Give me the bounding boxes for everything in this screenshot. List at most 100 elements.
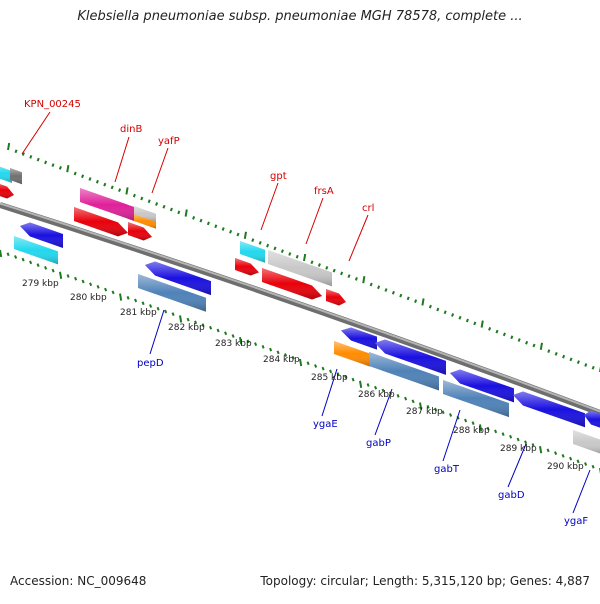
minor-tick — [6, 252, 10, 257]
gene-blue-pepd-shade — [145, 261, 211, 296]
gene-label-pepd[interactable]: pepD — [137, 358, 164, 369]
minor-tick — [81, 279, 85, 284]
gene-blue-gabd-shade — [513, 391, 585, 428]
minor-tick — [329, 369, 333, 374]
minor-tick — [473, 321, 477, 326]
minor-tick — [486, 426, 490, 431]
gene-red-crl-shade — [326, 289, 346, 306]
minor-tick — [273, 246, 277, 251]
minor-tick — [81, 174, 85, 179]
minor-tick — [517, 338, 521, 342]
major-tick — [119, 293, 123, 301]
minor-tick — [276, 350, 280, 355]
ruler-label: 282 kbp — [168, 323, 205, 333]
minor-tick — [21, 257, 25, 262]
gene-label-gabd[interactable]: gabD — [498, 490, 525, 501]
gene-blue-left[interactable] — [20, 222, 63, 249]
gene-label-kpn-00245[interactable]: KPN_00245 — [24, 99, 81, 110]
minor-tick — [554, 451, 558, 456]
gene-steel-gabt-shade — [443, 380, 509, 418]
gene-red-crl[interactable] — [326, 289, 346, 306]
minor-tick — [36, 263, 40, 267]
gene-gray-frsa[interactable] — [268, 250, 332, 287]
gene-red-yafp[interactable] — [128, 222, 152, 241]
minor-tick — [236, 232, 240, 237]
gene-label-ygaf[interactable]: ygaF — [564, 516, 588, 527]
gene-label-yafp[interactable]: yafP — [158, 136, 180, 147]
gene-cyan-gpt[interactable] — [240, 241, 265, 263]
gene-steel-gabp[interactable] — [369, 352, 439, 391]
minor-tick — [201, 323, 205, 327]
gene-blue-gabd[interactable] — [513, 391, 585, 428]
gene-magenta[interactable] — [80, 188, 136, 222]
minor-tick — [134, 298, 138, 303]
gene-darkgray-left-shade — [10, 168, 22, 185]
gene-gray-ygaf[interactable] — [573, 430, 600, 455]
minor-tick — [321, 366, 325, 371]
gene-blue-ygae[interactable] — [341, 327, 377, 350]
gene-cyan-left2[interactable] — [14, 236, 58, 265]
minor-tick — [443, 310, 447, 315]
gene-label-ygae[interactable]: ygaE — [313, 419, 338, 430]
minor-tick — [44, 160, 48, 165]
gene-label-dinb[interactable]: dinB — [120, 124, 142, 135]
minor-tick — [547, 349, 551, 353]
minor-tick — [495, 329, 499, 334]
minor-tick — [192, 216, 196, 220]
gene-label-gabp[interactable]: gabP — [366, 438, 391, 449]
gene-features[interactable] — [0, 164, 600, 455]
gene-blue-gabd2[interactable] — [584, 410, 600, 429]
minor-tick — [366, 383, 370, 387]
gene-blue-pepd[interactable] — [145, 261, 211, 296]
minor-tick — [404, 396, 408, 401]
minor-tick — [344, 374, 348, 379]
major-tick — [419, 402, 423, 410]
gene-red-dinb[interactable] — [74, 207, 128, 237]
minor-tick — [258, 240, 262, 245]
minor-tick — [221, 227, 225, 231]
gene-gray-small[interactable] — [134, 206, 156, 222]
gene-magenta-shade — [80, 188, 136, 222]
minor-tick — [381, 388, 385, 393]
gene-orange-ygae[interactable] — [334, 341, 370, 367]
minor-tick — [209, 325, 213, 330]
minor-tick — [465, 318, 469, 323]
minor-tick — [488, 327, 492, 331]
ruler-label: 280 kbp — [70, 293, 107, 303]
gene-red-left[interactable] — [0, 182, 14, 199]
leader-line — [572, 469, 591, 514]
minor-tick — [516, 437, 520, 442]
leader-line — [151, 147, 169, 194]
leader-line — [507, 443, 527, 488]
gene-darkgray-left[interactable] — [10, 168, 22, 185]
gene-steel-gabt[interactable] — [443, 380, 509, 418]
gene-blue-gabp[interactable] — [375, 339, 446, 375]
minor-tick — [576, 360, 580, 365]
gene-steel-pepd-shade — [138, 274, 206, 312]
minor-tick — [224, 331, 228, 336]
gene-steel-pepd[interactable] — [138, 274, 206, 312]
minor-tick — [169, 207, 173, 212]
gene-red-gpt[interactable] — [235, 258, 259, 276]
gene-red-frsa[interactable] — [262, 268, 322, 300]
minor-tick — [396, 394, 400, 398]
minor-tick — [29, 154, 33, 159]
minor-tick — [306, 361, 310, 366]
minor-tick — [411, 399, 415, 404]
minor-tick — [95, 179, 99, 184]
gene-cyan-left[interactable] — [0, 164, 12, 183]
minor-tick — [310, 260, 314, 265]
gene-label-crl[interactable]: crl — [362, 203, 374, 214]
gene-label-frsa[interactable]: frsA — [314, 186, 334, 197]
gene-orange-small[interactable] — [134, 214, 156, 229]
minor-tick — [162, 204, 166, 209]
gene-label-gpt[interactable]: gpt — [270, 171, 287, 182]
gene-label-gabt[interactable]: gabT — [434, 464, 460, 475]
major-tick — [539, 342, 543, 350]
major-tick — [59, 271, 63, 279]
minor-tick — [295, 254, 299, 259]
major-tick — [480, 320, 484, 328]
gene-blue-gabt[interactable] — [450, 369, 514, 403]
